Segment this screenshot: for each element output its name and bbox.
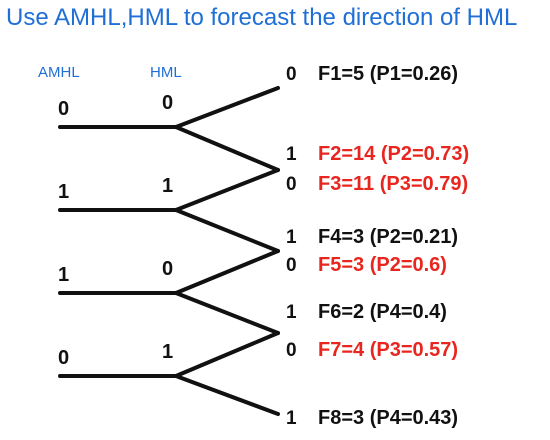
tree-branch	[174, 208, 280, 253]
outcome-label: F3=11 (P3=0.79)	[318, 173, 468, 195]
amhl-value: 1	[58, 181, 69, 203]
outcome-bit: 0	[286, 174, 297, 195]
outcome-label: F1=5 (P1=0.26)	[318, 63, 458, 85]
outcome-bit: 1	[286, 144, 297, 165]
hml-value: 0	[162, 258, 173, 280]
tree-branch	[174, 291, 280, 335]
hml-value: 0	[162, 92, 173, 114]
outcome-bit: 0	[286, 64, 297, 85]
outcome-bit: 1	[286, 408, 297, 429]
outcome-label: F2=14 (P2=0.73)	[318, 143, 469, 165]
hml-value: 1	[162, 175, 173, 197]
outcome-label: F8=3 (P4=0.43)	[318, 407, 458, 429]
tree-branch	[174, 168, 280, 212]
tree-branch	[174, 86, 280, 129]
hml-column-header: HML	[150, 64, 182, 81]
outcome-label: F4=3 (P2=0.21)	[318, 226, 458, 248]
hml-value: 1	[162, 341, 173, 363]
tree-branch	[174, 249, 280, 295]
amhl-value: 1	[58, 264, 69, 286]
outcome-bit: 0	[286, 340, 297, 361]
outcome-label: F5=3 (P2=0.6)	[318, 254, 447, 276]
outcome-bit: 1	[286, 227, 297, 248]
outcome-label: F7=4 (P3=0.57)	[318, 339, 458, 361]
outcome-bit: 0	[286, 255, 297, 276]
amhl-value: 0	[58, 347, 69, 369]
tree-branch	[174, 331, 280, 378]
amhl-value: 0	[58, 98, 69, 120]
outcome-label: F6=2 (P4=0.4)	[318, 301, 447, 323]
outcome-bit: 1	[286, 302, 297, 323]
diagram-title: Use AMHL,HML to forecast the direction o…	[6, 4, 518, 31]
tree-branch	[174, 125, 280, 172]
tree-branch	[174, 374, 280, 416]
amhl-column-header: AMHL	[38, 64, 80, 81]
